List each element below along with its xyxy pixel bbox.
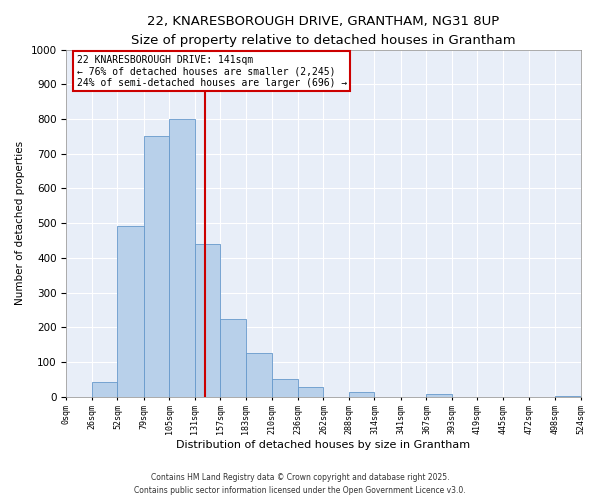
Bar [349,392,374,397]
Bar [92,382,118,397]
Bar [246,352,272,397]
Title: 22, KNARESBOROUGH DRIVE, GRANTHAM, NG31 8UP
Size of property relative to detache: 22, KNARESBOROUGH DRIVE, GRANTHAM, NG31 … [131,15,516,47]
Bar [118,226,144,397]
Bar [220,318,246,397]
Text: 22 KNARESBOROUGH DRIVE: 141sqm
← 76% of detached houses are smaller (2,245)
24% : 22 KNARESBOROUGH DRIVE: 141sqm ← 76% of … [77,55,347,88]
Bar [298,388,323,397]
Bar [272,378,298,397]
Y-axis label: Number of detached properties: Number of detached properties [15,141,25,305]
Text: Contains HM Land Registry data © Crown copyright and database right 2025.
Contai: Contains HM Land Registry data © Crown c… [134,474,466,495]
Bar [169,119,195,397]
Bar [555,396,580,397]
Bar [144,136,169,397]
X-axis label: Distribution of detached houses by size in Grantham: Distribution of detached houses by size … [176,440,470,450]
Bar [427,394,452,397]
Bar [195,244,220,397]
